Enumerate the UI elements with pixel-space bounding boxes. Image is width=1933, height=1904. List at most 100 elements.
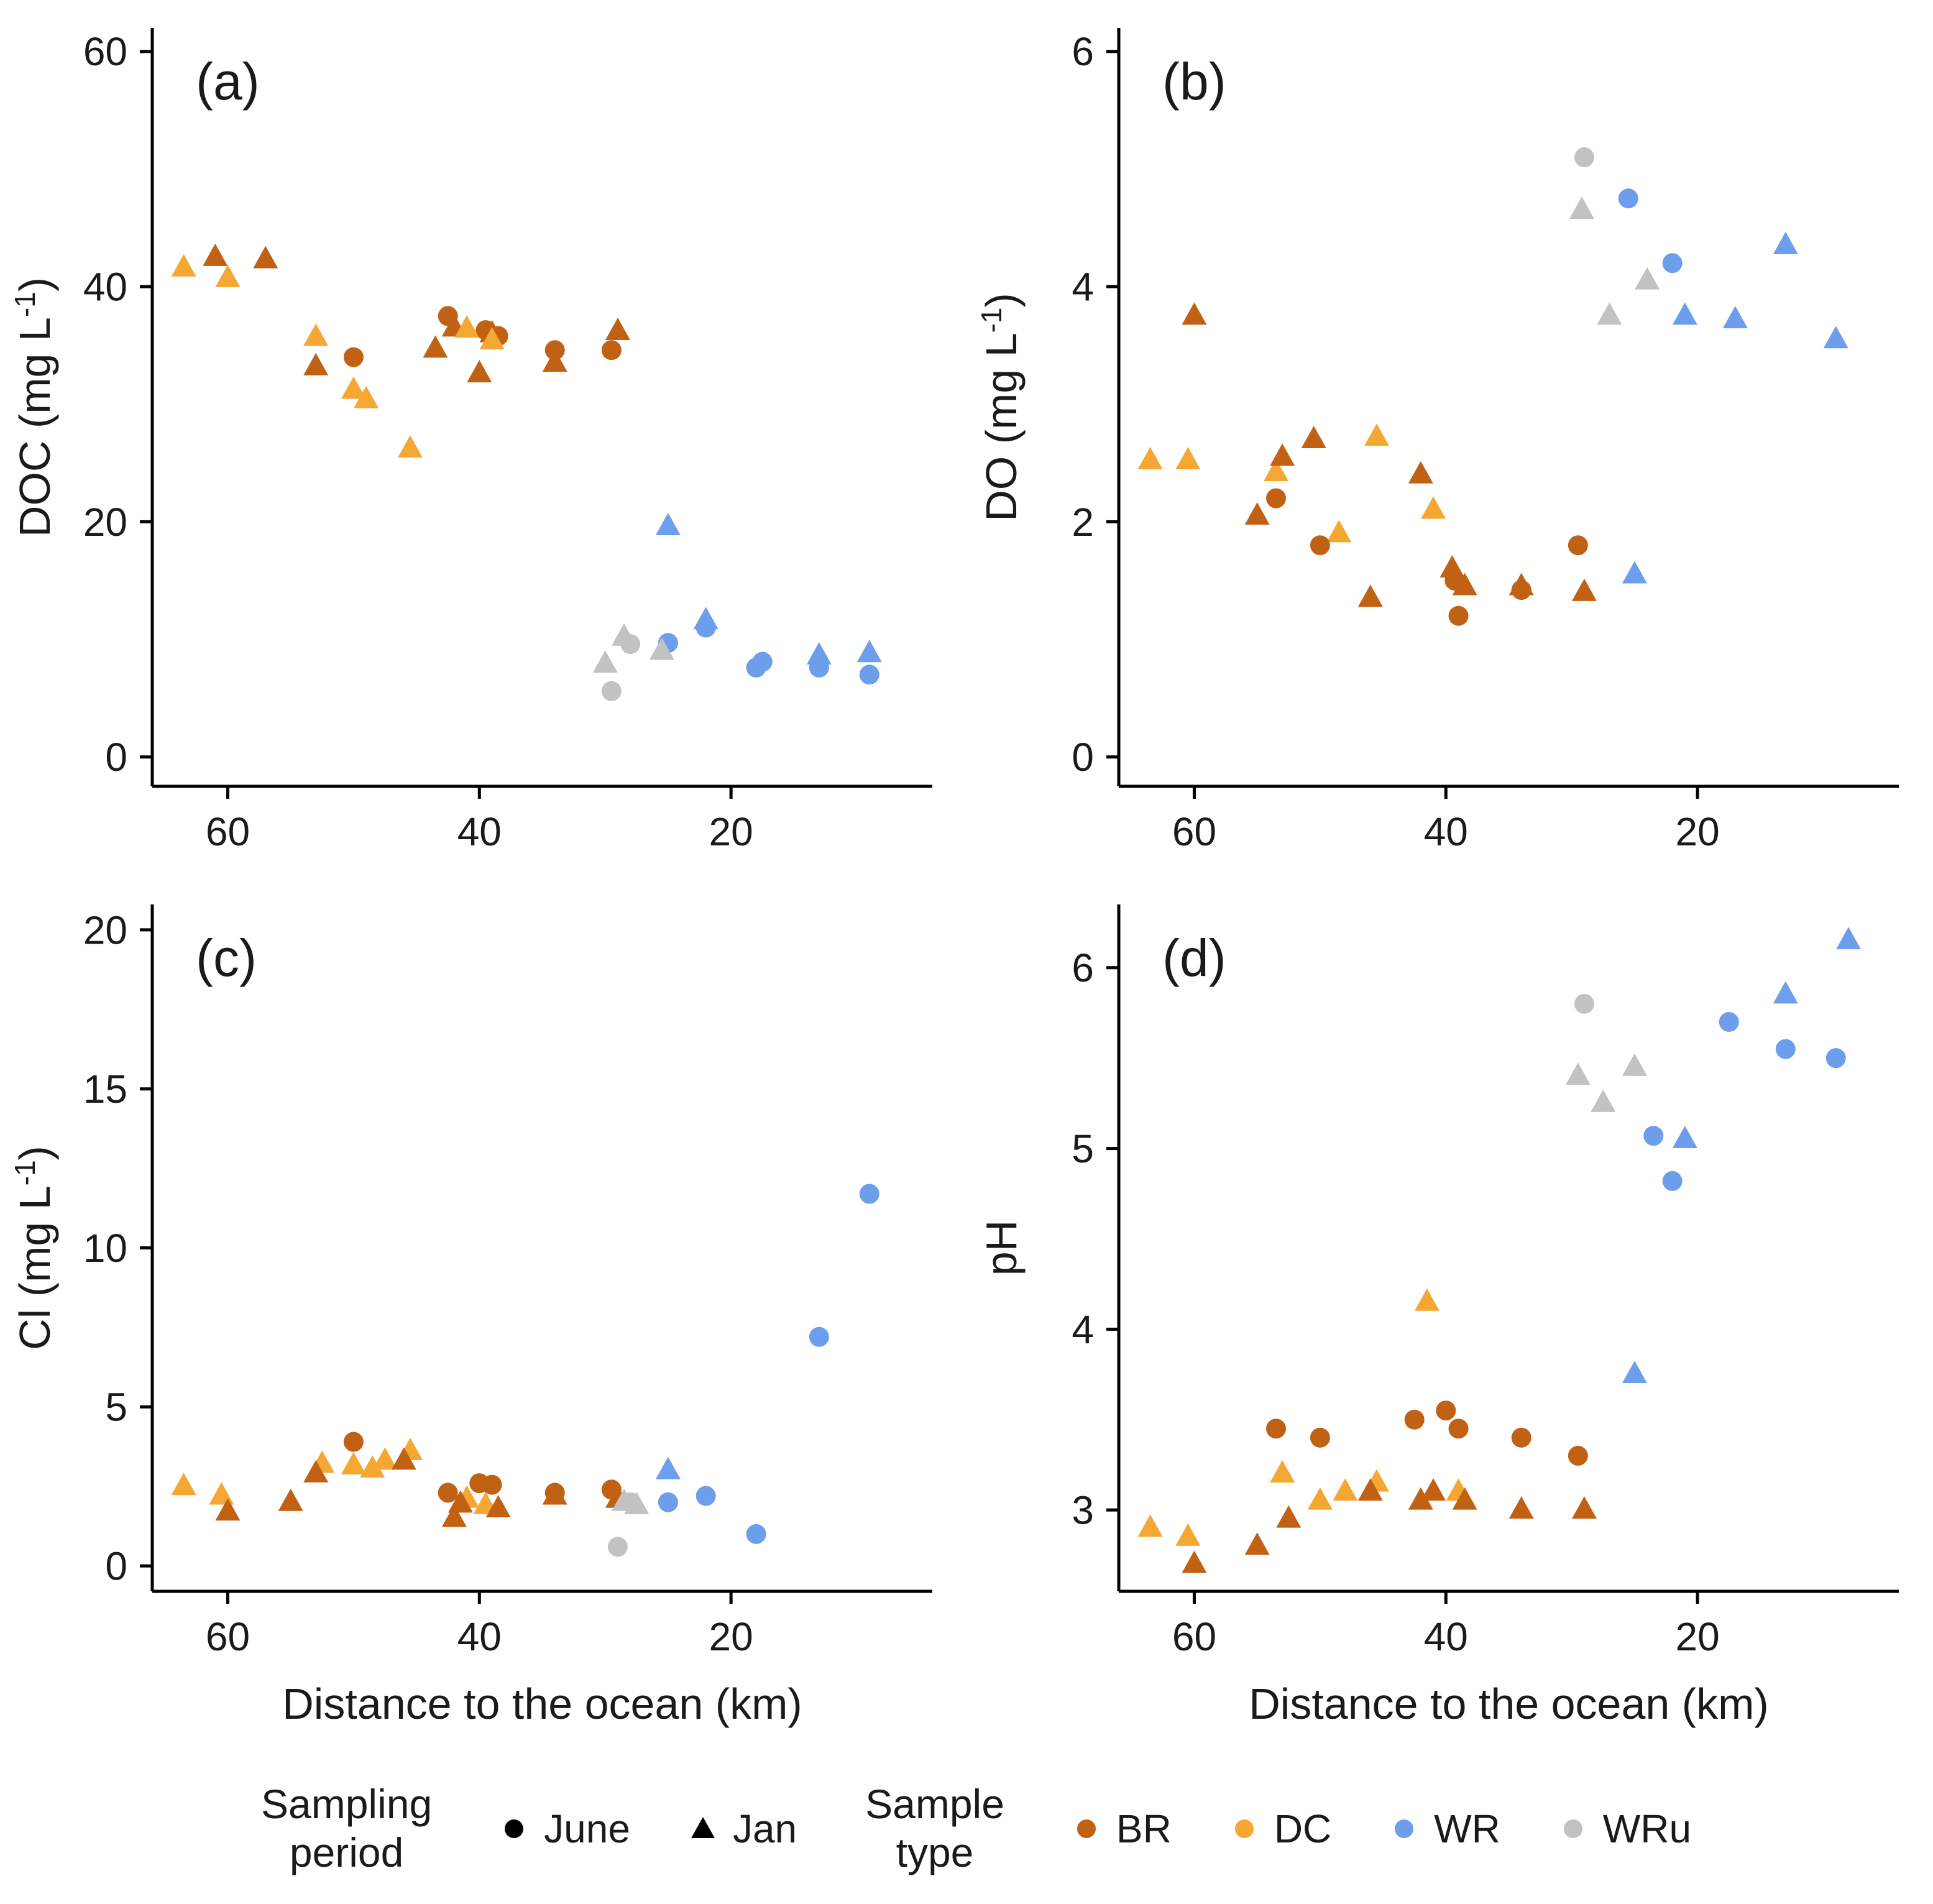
y-tick-label: 4: [1072, 265, 1094, 310]
data-point: [1175, 1523, 1201, 1546]
data-point: [1357, 584, 1383, 607]
legend-item-june: June: [500, 1806, 630, 1852]
data-point: [1568, 535, 1588, 556]
legend-item-dc: DC: [1231, 1806, 1331, 1852]
legend-item-wru: WRu: [1559, 1806, 1691, 1852]
data-point: [354, 385, 379, 408]
legend-item-label: DC: [1274, 1806, 1332, 1851]
data-point: [1326, 520, 1352, 543]
data-point: [1622, 1361, 1647, 1384]
legend-sample-type-line2: type: [896, 1829, 974, 1875]
data-point: [1307, 1487, 1333, 1510]
triangle-marker-icon: [691, 1816, 715, 1838]
legend-sampling-period-line2: period: [289, 1829, 404, 1875]
data-point: [479, 327, 505, 350]
y-axis-title: pH: [977, 1220, 1026, 1276]
data-point: [1357, 1478, 1383, 1501]
data-point: [1270, 443, 1295, 466]
circle-marker-icon: [1077, 1819, 1096, 1838]
data-point: [391, 1447, 416, 1470]
data-point: [215, 264, 241, 287]
data-point: [303, 352, 329, 375]
series-BR-June: [1266, 488, 1588, 626]
series-WR-Jan: [655, 1456, 681, 1479]
panel-letter: (d): [1162, 929, 1226, 987]
axes: 60 40 20 0 2 4 6: [1072, 28, 1899, 854]
circle-marker-icon: [1395, 1819, 1414, 1838]
panel-b-chart: 60 40 20 0 2 4 6 DO (mg L-1) (b): [975, 28, 1899, 854]
panel-c-chart: 60 40 20 0 5 10 15 20 Cl (mg L-1) Distance to the…: [9, 904, 932, 1728]
data-point: [1511, 1427, 1531, 1448]
series-BR-June: [343, 1432, 622, 1503]
y-tick-label: 10: [83, 1226, 127, 1271]
data-point: [397, 435, 423, 458]
data-point: [601, 1479, 622, 1500]
data-point: [1569, 196, 1594, 219]
data-point: [1301, 426, 1326, 449]
legend-item-jan: Jan: [689, 1806, 797, 1852]
legend-item-label: Jan: [732, 1806, 797, 1851]
legend-item-label: WRu: [1602, 1806, 1692, 1851]
data-point: [601, 340, 622, 361]
series-BR-Jan: [1182, 1478, 1597, 1573]
data-point: [1622, 561, 1647, 584]
circle-marker-icon: [1234, 1819, 1254, 1838]
series-BR-June: [343, 306, 622, 367]
data-point: [746, 1524, 766, 1544]
panel-d-chart: 60 40 20 3 4 5 6 pH Distance to the ocean (km) (d…: [977, 904, 1899, 1728]
panel-a-chart: 60 40 20 0 20 40 60 DOC (mg L-1) (a): [9, 28, 932, 854]
data-point: [1635, 267, 1660, 290]
series-WRu-June: [601, 634, 641, 701]
data-point: [1137, 1514, 1163, 1537]
data-point: [1414, 1288, 1439, 1311]
series-WR-June: [1643, 1012, 1846, 1191]
data-point: [209, 1482, 234, 1505]
data-point: [655, 512, 681, 535]
x-tick-label: 20: [709, 1614, 753, 1659]
data-point: [438, 306, 458, 326]
x-tick-label: 60: [1172, 1614, 1216, 1659]
data-point: [341, 1451, 366, 1474]
data-point: [1574, 993, 1594, 1014]
data-point: [303, 323, 329, 346]
circle-marker-icon: [505, 1819, 524, 1838]
data-point: [1574, 147, 1594, 168]
data-point: [542, 349, 567, 372]
y-tick-label: 0: [1072, 735, 1094, 780]
legend-item-wr: WR: [1390, 1806, 1500, 1852]
data-point: [372, 1447, 398, 1470]
data-point: [607, 1537, 628, 1557]
data-point: [544, 340, 565, 361]
data-point: [1823, 326, 1848, 349]
y-tick-label: 0: [105, 1543, 127, 1588]
data-point: [620, 634, 641, 655]
y-tick-label: 20: [83, 908, 127, 952]
data-point: [1719, 1012, 1739, 1032]
axes: 60 40 20 0 5 10 15 20: [83, 904, 932, 1659]
data-point: [696, 1486, 716, 1506]
data-point: [649, 637, 674, 660]
data-point: [1825, 1048, 1846, 1069]
series-WR-June: [1618, 188, 1683, 274]
legend-item-br: BR: [1073, 1806, 1172, 1852]
data-point: [1773, 981, 1798, 1004]
data-point: [1591, 1089, 1616, 1112]
x-tick-label: 40: [1424, 809, 1468, 854]
data-point: [485, 1494, 511, 1517]
panel-letter: (b): [1162, 52, 1226, 111]
x-axis-title: Distance to the ocean (km): [1249, 1680, 1768, 1728]
y-tick-label: 15: [83, 1067, 127, 1111]
data-point: [1597, 302, 1622, 325]
data-point: [1436, 1400, 1456, 1421]
y-tick-label: 60: [83, 29, 127, 74]
data-point: [482, 1474, 502, 1495]
legend-item-label: BR: [1116, 1806, 1172, 1851]
data-point: [856, 640, 882, 663]
data-point: [467, 360, 492, 383]
data-point: [1404, 1409, 1425, 1430]
data-point: [438, 1483, 458, 1503]
data-point: [1773, 231, 1798, 254]
legend-sample-type-title: Sample type: [865, 1780, 1004, 1877]
data-point: [1270, 1460, 1295, 1483]
